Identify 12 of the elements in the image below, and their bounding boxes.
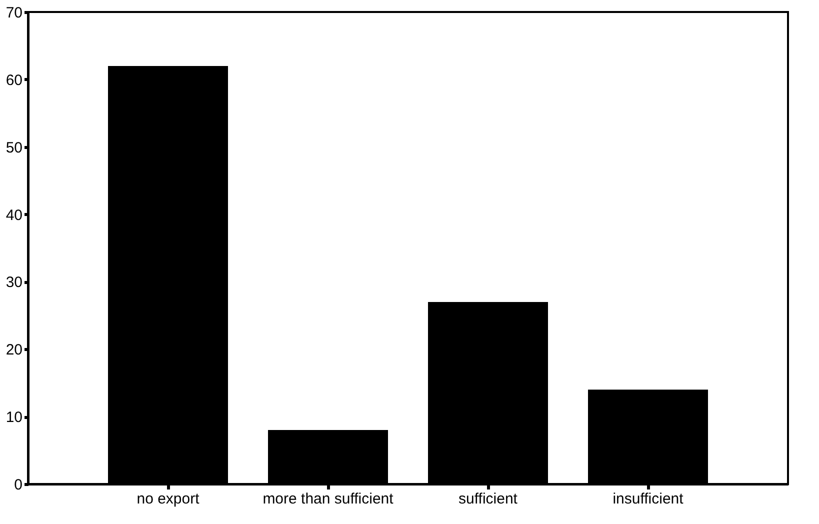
y-tick-label: 20 <box>6 342 22 359</box>
y-tick-label: 0 <box>14 476 22 494</box>
y-tick-label: 40 <box>6 206 22 224</box>
y-tick-label: 10 <box>6 409 22 426</box>
y-tick-label: 70 <box>6 4 22 22</box>
y-tick-label: 30 <box>6 274 22 292</box>
y-tick-label: 60 <box>6 72 22 89</box>
x-tick-label: insufficient <box>612 490 684 508</box>
x-tick-label: sufficient <box>458 490 518 508</box>
x-tick-label: more than sufficient <box>262 490 394 508</box>
x-tick-label: no export <box>136 490 200 508</box>
y-tick-label: 50 <box>6 139 22 156</box>
